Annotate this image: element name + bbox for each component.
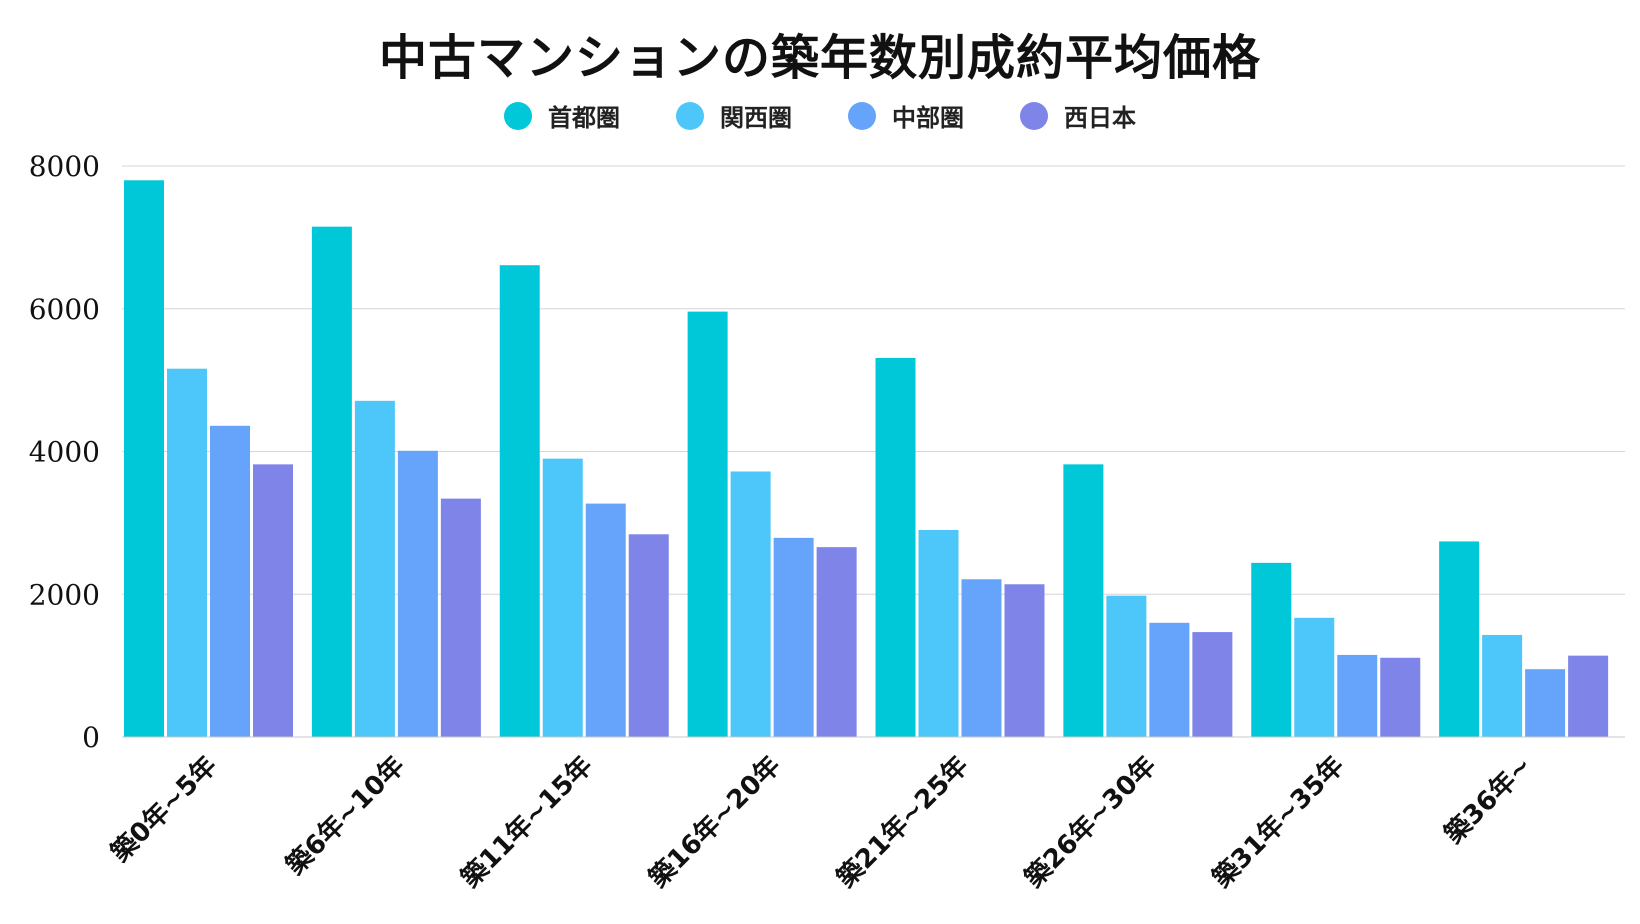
bar: [124, 180, 164, 737]
bar: [1294, 617, 1335, 737]
x-tick-label: 築6年~10年: [279, 750, 411, 882]
legend-swatch: [676, 101, 704, 130]
bar: [816, 547, 857, 737]
bar: [1439, 541, 1480, 737]
bar: [354, 400, 395, 737]
bar: [687, 311, 728, 737]
bar: [1568, 655, 1609, 737]
bar: [1251, 562, 1292, 737]
bar: [961, 579, 1002, 737]
bar: [210, 425, 250, 737]
bar: [397, 450, 438, 737]
bar: [253, 464, 293, 737]
legend-label: 関西圏: [720, 104, 792, 132]
legend-item: 首都圏: [504, 98, 620, 133]
bar: [440, 498, 481, 737]
y-tick-label: 8000: [29, 150, 100, 183]
x-tick-label: 築31年~35年: [1206, 750, 1350, 894]
legend-swatch: [1020, 101, 1048, 130]
x-tick-label: 築0年~5年: [104, 750, 223, 869]
bar: [1192, 632, 1233, 737]
bar: [1106, 595, 1147, 737]
legend-label: 西日本: [1064, 104, 1136, 132]
bar: [1063, 464, 1104, 737]
bar: [1482, 634, 1523, 737]
bar: [730, 471, 771, 737]
bar: [918, 530, 959, 737]
bar: [499, 265, 540, 737]
legend-item: 関西圏: [676, 98, 792, 133]
chart-title: 中古マンションの築年数別成約平均価格: [378, 30, 1261, 86]
y-tick-label: 0: [82, 721, 100, 754]
legend-label: 首都圏: [548, 104, 620, 132]
y-tick-label: 6000: [29, 293, 100, 326]
legend-label: 中部圏: [892, 104, 964, 132]
bar: [311, 226, 352, 737]
y-tick-label: 2000: [29, 578, 100, 611]
bar: [1525, 669, 1566, 737]
bar: [1149, 622, 1190, 737]
legend-item: 中部圏: [848, 98, 964, 133]
y-tick-label: 4000: [29, 436, 100, 469]
bar: [1380, 657, 1421, 737]
x-tick-label: 築11年~15年: [454, 750, 598, 894]
bar: [773, 537, 814, 737]
x-tick-label: 築21年~25年: [830, 750, 974, 894]
legend-item: 西日本: [1020, 98, 1136, 133]
bar: [585, 503, 626, 737]
bar: [542, 458, 583, 737]
legend: 首都圏 関西圏 中部圏 西日本: [0, 98, 1640, 133]
x-tick-label: 築16年~20年: [642, 750, 786, 894]
x-tick-label: 築36年~: [1438, 750, 1538, 850]
bar: [1337, 654, 1378, 737]
bar: [875, 357, 916, 737]
bar: [167, 368, 207, 737]
legend-swatch: [504, 101, 532, 130]
x-tick-label: 築26年~30年: [1018, 750, 1162, 894]
bar: [1004, 584, 1045, 737]
bar: [628, 534, 669, 737]
legend-swatch: [848, 101, 876, 130]
